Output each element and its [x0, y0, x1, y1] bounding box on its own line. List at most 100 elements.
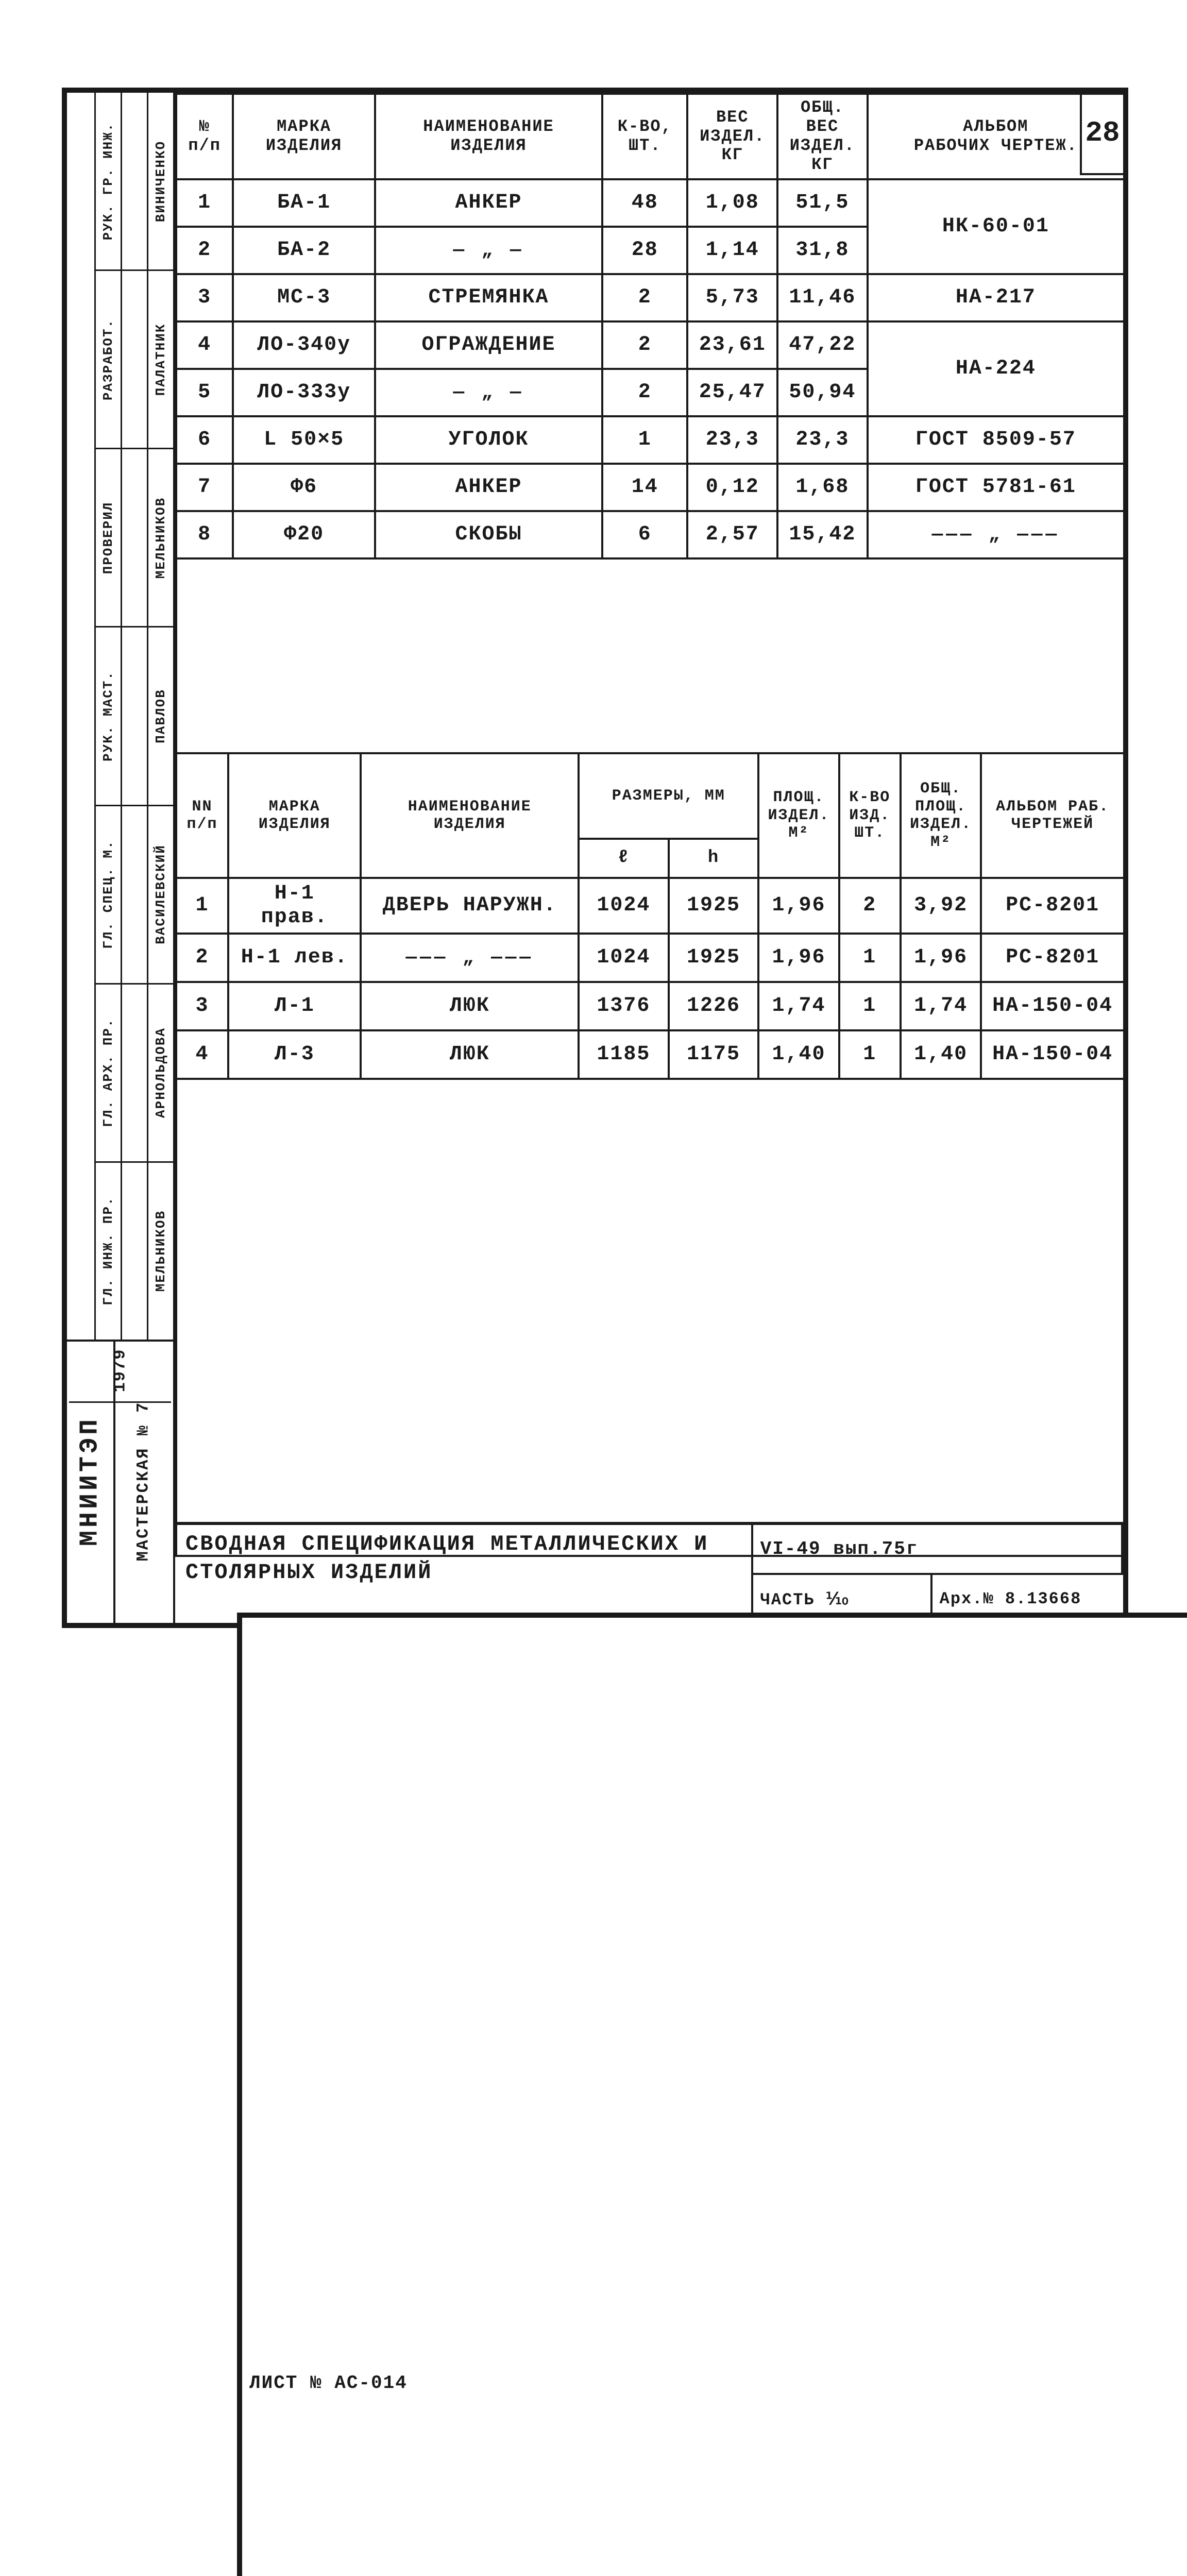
t1-cell-w_each: 5,73	[687, 274, 777, 321]
sidebar-org: МНИИТЭП	[67, 1340, 115, 1623]
t1-cell-w_total: 47,22	[777, 321, 868, 369]
t1-cell-w_total: 50,94	[777, 369, 868, 416]
sidebar-signatures: РУК. ГР. ИНЖ.РАЗРАБОТ.ПРОВЕРИЛРУК. МАСТ.…	[67, 93, 175, 1623]
t2-header: NNп/п	[176, 753, 228, 878]
t2-cell-marka: Н-1 прав.	[228, 878, 361, 934]
t2-cell-l: 1376	[579, 982, 669, 1030]
sidebar-role-label: РАЗРАБОТ.	[100, 318, 116, 400]
t2-cell-h: 1175	[669, 1030, 759, 1079]
sidebar-role-6: ГЛ. ИНЖ. ПР.	[96, 1161, 121, 1340]
sidebar-name-2: МЕЛЬНИКОВ	[148, 448, 173, 626]
t2-cell-name: ——— „ ———	[361, 934, 579, 982]
t1-cell-w_each: 23,3	[687, 416, 777, 464]
sidebar-sign-1	[122, 269, 147, 448]
table-row: 3Л-1ЛЮК137612261,7411,74НА-150-04	[176, 982, 1123, 1030]
t1-cell-name: АНКЕР	[375, 464, 602, 511]
project-code: VI-49 вып.75г	[753, 1525, 1123, 1573]
sidebar-name-3: ПАВЛОВ	[148, 626, 173, 804]
t2-cell-qty: 1	[839, 934, 901, 982]
sidebar-name-4: ВАСИЛЕВСКИЙ	[148, 805, 173, 983]
t1-cell-qty: 14	[602, 464, 687, 511]
t2-cell-n: 1	[176, 878, 228, 934]
sidebar-sign-5	[122, 983, 147, 1161]
sidebar-name-5: АРНОЛЬДОВА	[148, 983, 173, 1161]
t2-header: ОБЩ.ПЛОЩ.ИЗДЕЛ.М²	[901, 753, 981, 878]
sidebar-sign-0	[122, 93, 147, 269]
t1-cell-marka: L 50×5	[233, 416, 375, 464]
t1-cell-marka: Ф20	[233, 511, 375, 558]
table2-wrap: NNп/пМАРКАИЗДЕЛИЯНАИМЕНОВАНИЕИЗДЕЛИЯРАЗМ…	[175, 752, 1123, 1557]
t2-cell-marka: Н-1 лев.	[228, 934, 361, 982]
t2-header: ℓ	[579, 839, 669, 878]
t2-cell-album: НА-150-04	[981, 1030, 1123, 1079]
t1-cell-qty: 2	[602, 369, 687, 416]
t1-cell-name: — „ —	[375, 227, 602, 274]
sidebar-role-label: ГЛ. АРХ. ПР.	[100, 1019, 116, 1127]
t2-cell-n: 3	[176, 982, 228, 1030]
sidebar-name-label: ВИНИЧЕНКО	[153, 140, 168, 222]
t2-cell-area_tot: 1,74	[901, 982, 981, 1030]
table-row: 6L 50×5УГОЛОК123,323,3ГОСТ 8509-57	[176, 416, 1123, 464]
t1-cell-w_each: 1,14	[687, 227, 777, 274]
t2-cell-album: РС-8201	[981, 878, 1123, 934]
sidebar-role-label: ГЛ. ИНЖ. ПР.	[100, 1197, 116, 1306]
t1-cell-qty: 48	[602, 179, 687, 227]
sidebar-role-1: РАЗРАБОТ.	[96, 269, 121, 448]
sidebar-role-label: РУК. ГР. ИНЖ.	[100, 122, 116, 240]
t2-header: АЛЬБОМ РАБ.ЧЕРТЕЖЕЙ	[981, 753, 1123, 878]
t2-cell-qty: 2	[839, 878, 901, 934]
t1-cell-name: СТРЕМЯНКА	[375, 274, 602, 321]
table-row: 2Н-1 лев.——— „ ———102419251,9611,96РС-82…	[176, 934, 1123, 982]
t1-cell-album: ——— „ ———	[868, 511, 1123, 558]
sidebar-col-role: РУК. ГР. ИНЖ.РАЗРАБОТ.ПРОВЕРИЛРУК. МАСТ.…	[94, 93, 121, 1340]
t2-cell-area: 1,40	[758, 1030, 839, 1079]
drawing-title: СВОДНАЯ СПЕЦИФИКАЦИЯ МЕТАЛЛИЧЕСКИХ И СТО…	[175, 1525, 753, 1623]
t2-header: НАИМЕНОВАНИЕИЗДЕЛИЯ	[361, 753, 579, 878]
t1-cell-qty: 2	[602, 274, 687, 321]
sidebar-name-label: ВАСИЛЕВСКИЙ	[153, 844, 168, 944]
t1-header-w_total: ОБЩ.ВЕСИЗДЕЛ.КГ	[777, 94, 868, 179]
t2-cell-area: 1,96	[758, 934, 839, 982]
sidebar-role-label: ПРОВЕРИЛ	[100, 501, 116, 574]
t2-cell-name: ДВЕРЬ НАРУЖН.	[361, 878, 579, 934]
t1-cell-n: 1	[176, 179, 233, 227]
table-row: 7Ф6АНКЕР140,121,68ГОСТ 5781-61	[176, 464, 1123, 511]
org-label: МНИИТЭП	[76, 1416, 105, 1546]
t1-cell-album: ГОСТ 8509-57	[868, 416, 1123, 464]
t1-cell-w_total: 31,8	[777, 227, 868, 274]
sidebar-sign-4	[122, 805, 147, 983]
t1-cell-w_total: 51,5	[777, 179, 868, 227]
t2-cell-l: 1024	[579, 934, 669, 982]
t1-cell-marka: БА-2	[233, 227, 375, 274]
table-carpentry-items: NNп/пМАРКАИЗДЕЛИЯНАИМЕНОВАНИЕИЗДЕЛИЯРАЗМ…	[175, 752, 1123, 1557]
t2-cell-h: 1226	[669, 982, 759, 1030]
t2-cell-area: 1,74	[758, 982, 839, 1030]
t2-cell-l: 1024	[579, 878, 669, 934]
sidebar-name-label: ПАВЛОВ	[153, 689, 168, 743]
table-row: 1БА-1АНКЕР481,0851,5НК-60-01	[176, 179, 1123, 227]
t2-gap	[176, 1079, 1123, 1556]
sidebar-sign-2	[122, 448, 147, 626]
t1-cell-n: 7	[176, 464, 233, 511]
sidebar-name-0: ВИНИЧЕНКО	[148, 93, 173, 269]
t2-cell-n: 2	[176, 934, 228, 982]
t1-cell-album: НА-217	[868, 274, 1123, 321]
table-row: 4ЛО-340уОГРАЖДЕНИЕ223,6147,22НА-224	[176, 321, 1123, 369]
sidebar-col-name: ВИНИЧЕНКО ПАЛАТНИК МЕЛЬНИКОВ ПАВЛОВ ВАСИЛЕВС…	[147, 93, 173, 1340]
t1-cell-name: ОГРАЖДЕНИЕ	[375, 321, 602, 369]
t1-cell-w_each: 25,47	[687, 369, 777, 416]
table-row: 3МС-3СТРЕМЯНКА25,7311,46НА-217	[176, 274, 1123, 321]
sidebar-name-label: ПАЛАТНИК	[153, 323, 168, 396]
t1-cell-w_each: 23,61	[687, 321, 777, 369]
title-block: СВОДНАЯ СПЕЦИФИКАЦИЯ МЕТАЛЛИЧЕСКИХ И СТО…	[175, 1522, 1123, 1623]
t1-cell-w_each: 2,57	[687, 511, 777, 558]
t1-cell-w_total: 1,68	[777, 464, 868, 511]
t2-cell-marka: Л-1	[228, 982, 361, 1030]
t2-cell-h: 1925	[669, 934, 759, 982]
t1-cell-album: ГОСТ 5781-61	[868, 464, 1123, 511]
sheet-code: ЛИСТ № АС-014	[237, 1613, 1187, 2576]
t2-cell-area_tot: 1,40	[901, 1030, 981, 1079]
t1-cell-qty: 28	[602, 227, 687, 274]
t1-cell-w_total: 23,3	[777, 416, 868, 464]
t1-cell-qty: 1	[602, 416, 687, 464]
